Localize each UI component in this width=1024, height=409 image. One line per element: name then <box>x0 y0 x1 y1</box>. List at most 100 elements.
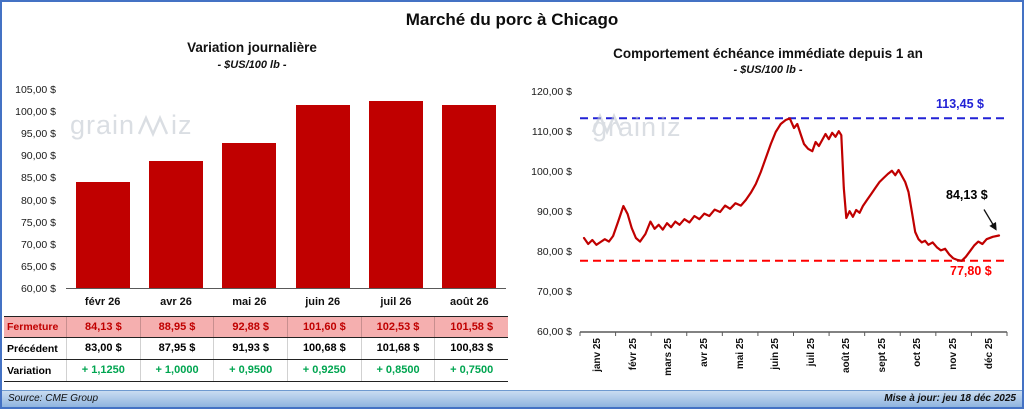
min-price-label: 77,80 $ <box>950 264 992 278</box>
watermark-text: iz <box>171 110 193 140</box>
line-y-tick-label: 100,00 $ <box>531 165 572 178</box>
line-x-label: juin 25 <box>758 338 794 394</box>
line-x-label-text: mai 25 <box>734 338 746 370</box>
table-cell: + 0,8500 <box>360 360 435 381</box>
table-cell: 102,53 $ <box>360 317 435 337</box>
price-line <box>582 117 1001 262</box>
bar-slot <box>213 90 286 288</box>
table-cell: + 0,9500 <box>213 360 287 381</box>
pulse-icon <box>138 114 169 137</box>
table-cell: 87,95 $ <box>139 338 214 359</box>
pulse-icon <box>591 112 623 136</box>
line-chart-subtitle: - $US/100 lb - <box>733 64 803 76</box>
line-x-label-text: juin 25 <box>770 338 782 370</box>
bar-slot <box>66 90 139 288</box>
source-note: Source: CME Group <box>8 393 99 404</box>
bar-category-label: juin 26 <box>305 296 341 308</box>
bar-y-tick-label: 75,00 $ <box>20 216 56 229</box>
footer-bar: Source: CME Group Mise à jour: jeu 18 dé… <box>2 390 1022 407</box>
line-y-tick-label: 120,00 $ <box>531 86 572 98</box>
bar-y-tick-label: 65,00 $ <box>20 260 56 273</box>
line-x-label: juil 25 <box>793 338 829 394</box>
table-cell: 101,60 $ <box>287 317 361 337</box>
line-x-label-text: juil 25 <box>805 338 817 367</box>
grainwiz-watermark: grain iz <box>70 110 193 141</box>
line-x-label-text: déc 25 <box>983 338 995 370</box>
line-x-label: nov 25 <box>936 338 972 394</box>
bar-slot <box>433 90 506 288</box>
table-cell: + 1,0000 <box>139 360 214 381</box>
bar-slot <box>139 90 212 288</box>
bar <box>148 160 203 288</box>
table-cell: 91,93 $ <box>213 338 287 359</box>
line-y-tick-label: 60,00 $ <box>536 326 572 338</box>
line-x-label: sept 25 <box>865 338 901 394</box>
line-x-label: févr 25 <box>616 338 652 394</box>
table-row-fermeture: Fermeture 84,13 $88,95 $92,88 $101,60 $10… <box>4 316 508 338</box>
max-price-label: 113,45 $ <box>936 97 984 111</box>
bar-y-tick-label: 70,00 $ <box>20 238 56 251</box>
line-x-label: mars 25 <box>651 338 687 394</box>
table-cell: + 0,7500 <box>434 360 508 381</box>
table-cell: + 1,1250 <box>66 360 140 381</box>
line-x-label-text: août 25 <box>841 338 853 374</box>
bar-slot <box>286 90 359 288</box>
line-x-label: janv 25 <box>580 338 616 394</box>
bar-y-tick-label: 80,00 $ <box>20 194 56 207</box>
line-y-tick-label: 80,00 $ <box>536 245 572 258</box>
bar-y-tick-label: 100,00 $ <box>15 106 56 119</box>
line-y-tick-label: 70,00 $ <box>536 286 572 298</box>
row-label: Variation <box>7 364 52 377</box>
line-chart-plot: grain iz 113,45 $ 77,80 $ 84,13 $ <box>579 92 1008 336</box>
last-price-annotation: 84,13 $ <box>946 188 988 202</box>
table-cell: 84,13 $ <box>66 317 140 337</box>
line-x-label-text: oct 25 <box>912 338 924 367</box>
bar-y-tick-label: 90,00 $ <box>20 150 56 163</box>
bar <box>295 104 350 288</box>
bar <box>368 100 423 288</box>
bar-category-label: août 26 <box>450 296 489 308</box>
line-y-tick-label: 110,00 $ <box>531 125 572 138</box>
line-x-label-text: nov 25 <box>948 338 960 370</box>
grainwiz-watermark: grain iz <box>591 112 682 143</box>
line-x-label: oct 25 <box>900 338 936 394</box>
last-updated: Mise à jour: jeu 18 déc 2025 <box>884 393 1016 404</box>
bar-chart-subtitle: - $US/100 lb - <box>217 59 287 71</box>
line-x-label-text: janv 25 <box>592 338 604 372</box>
line-x-label: mai 25 <box>722 338 758 394</box>
bar-category-label: juil 26 <box>380 296 412 308</box>
bar-chart-title: Variation journalière <box>187 40 317 55</box>
watermark-text: iz <box>660 112 682 142</box>
watermark-text: grain <box>592 112 658 142</box>
table-cell: 101,68 $ <box>360 338 435 359</box>
row-label: Fermeture <box>7 321 59 333</box>
table-row-variation: Variation + 1,1250 + 1,0000 + 0,9500 + 0,925… <box>4 360 508 382</box>
table-cell: 101,58 $ <box>434 317 508 337</box>
watermark-text: grain <box>70 110 136 140</box>
table-cell: 100,83 $ <box>434 338 508 359</box>
bar-y-tick-label: 60,00 $ <box>20 283 56 295</box>
bar <box>222 143 277 288</box>
line-chart-x-axis: janv 25 févr 25 mars 25 avr 25 mai 25 juin 25… <box>580 338 1007 394</box>
line-x-label-text: mars 25 <box>663 338 675 376</box>
bar-slot <box>359 90 432 288</box>
page-title: Marché du porc à Chicago <box>405 10 619 29</box>
table-cell: + 0,9250 <box>287 360 361 381</box>
bar-chart-plot: grain iz <box>66 90 506 289</box>
bar-y-tick-label: 105,00 $ <box>15 84 56 96</box>
line-chart-y-axis: 120,00 $ 110,00 $ 100,00 $ 90,00 $ 80,00 $ 70… <box>522 86 576 338</box>
line-x-label: août 25 <box>829 338 865 394</box>
line-y-tick-label: 90,00 $ <box>536 206 572 218</box>
bar-category-label: avr 26 <box>160 296 192 308</box>
annotation-arrow <box>983 209 997 231</box>
table-row-precedent: Précédent 83,00 $87,95 $91,93 $100,68 $10… <box>4 338 508 360</box>
data-table: Fermeture 84,13 $88,95 $92,88 $101,60 $10… <box>4 316 508 382</box>
bar <box>442 105 497 288</box>
bar-category-row: févr 26 avr 26 mai 26 juin 26 juil 26 août 26 <box>66 292 506 315</box>
line-x-label-text: sept 25 <box>876 338 888 373</box>
line-x-label-text: avr 25 <box>699 338 711 367</box>
bar <box>75 181 130 288</box>
table-cell: 83,00 $ <box>66 338 140 359</box>
table-cell: 100,68 $ <box>287 338 361 359</box>
